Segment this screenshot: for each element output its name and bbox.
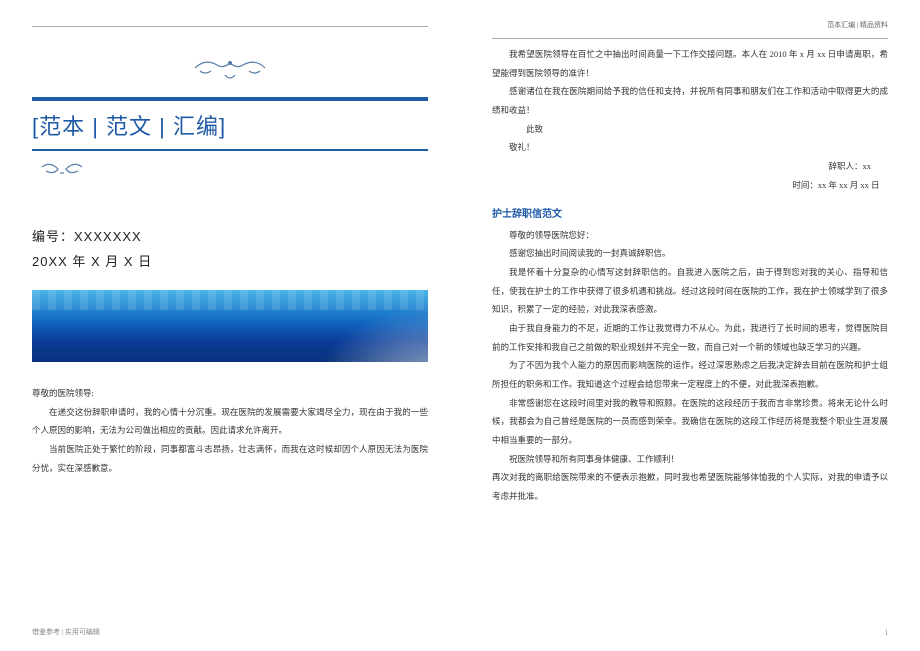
- paragraph: 尊敬的领导医院您好：: [492, 226, 888, 245]
- decorative-flourish-bottom: [32, 159, 428, 186]
- page-left: [范本 | 范文 | 汇编] 编号：XXXXXXX 20XX 年 X 月 X 日…: [0, 0, 460, 651]
- decorative-banner: [32, 290, 428, 362]
- header-divider: [32, 26, 428, 27]
- code-label: 编号：: [32, 229, 74, 244]
- page-footer: 1: [492, 629, 888, 637]
- footer-left: 借鉴参考 | 实用可编辑: [32, 627, 100, 637]
- footer-page: 1: [885, 629, 889, 637]
- paragraph: 在递交这份辞职申请时，我的心情十分沉重。现在医院的发展需要大家竭尽全力，现在由于…: [32, 403, 428, 440]
- paragraph: 非常感谢您在这段时间里对我的教导和照顾。在医院的这段经历于我而言非常珍贵。将来无…: [492, 394, 888, 450]
- doc-date: 20XX 年 X 月 X 日: [32, 251, 428, 270]
- signature-date: 时间：xx 年 xx 月 xx 日: [492, 176, 888, 195]
- paragraph: 我是怀着十分复杂的心情写这封辞职信的。自我进入医院之后，由于得到您对我的关心、指…: [492, 263, 888, 319]
- title-rule-bottom: [32, 149, 428, 151]
- signature-name: 辞职人：xx: [492, 157, 888, 176]
- header-divider: [492, 38, 888, 39]
- document-title: [范本 | 范文 | 汇编]: [32, 107, 428, 143]
- header-right-text: 范本汇编 | 精品资料: [492, 20, 888, 30]
- paragraph: 感谢诸位在我在医院期间给予我的信任和支持，并祝所有同事和朋友们在工作和活动中取得…: [492, 82, 888, 119]
- section-body: 尊敬的领导医院您好： 感谢您抽出时间阅读我的一封真诚辞职信。 我是怀着十分复杂的…: [492, 226, 888, 506]
- closing-jingli: 敬礼！: [492, 138, 888, 157]
- paragraph: 感谢您抽出时间阅读我的一封真诚辞职信。: [492, 244, 888, 263]
- paragraph: 再次对我的离职给医院带来的不便表示抱歉，同时我也希望医院能够体恤我的个人实际，对…: [492, 468, 888, 505]
- paragraph: 祝医院领导和所有同事身体健康、工作顺利！: [492, 450, 888, 469]
- decorative-flourish-top: [32, 53, 428, 89]
- paragraph: 为了不因为我个人能力的原因而影响医院的运作，经过深思熟虑之后我决定辞去目前在医院…: [492, 356, 888, 393]
- salutation: 尊敬的医院领导:: [32, 384, 428, 403]
- page-footer: 借鉴参考 | 实用可编辑: [32, 627, 428, 637]
- paragraph: 当前医院正处于繁忙的阶段，同事都富斗志昂扬，壮志满怀，而我在这时候却因个人原因无…: [32, 440, 428, 477]
- right-body: 我希望医院领导在百忙之中抽出时间商量一下工作交接问题。本人在 2010 年 x …: [492, 45, 888, 195]
- closing-cizhi: 此致: [492, 120, 888, 139]
- paragraph: 我希望医院领导在百忙之中抽出时间商量一下工作交接问题。本人在 2010 年 x …: [492, 45, 888, 82]
- section-heading: 护士辞职信范文: [492, 205, 888, 220]
- title-rule-top: [32, 97, 428, 101]
- paragraph: 由于我自身能力的不足，近期的工作让我觉得力不从心。为此，我进行了长时间的思考，觉…: [492, 319, 888, 356]
- code-value: XXXXXXX: [74, 229, 142, 244]
- doc-code: 编号：XXXXXXX: [32, 226, 428, 245]
- left-body: 尊敬的医院领导: 在递交这份辞职申请时，我的心情十分沉重。现在医院的发展需要大家…: [32, 384, 428, 477]
- page-right: 范本汇编 | 精品资料 我希望医院领导在百忙之中抽出时间商量一下工作交接问题。本…: [460, 0, 920, 651]
